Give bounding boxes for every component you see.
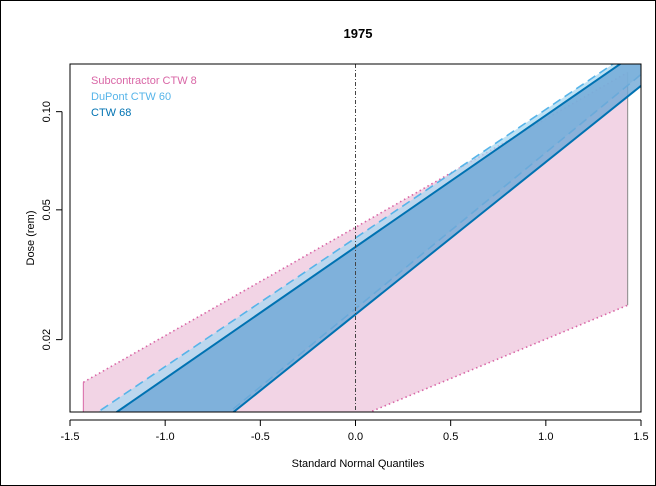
y-axis-label: Dose (rem) [25, 210, 37, 265]
chart-title: 1975 [344, 26, 373, 41]
legend: Subcontractor CTW 8 DuPont CTW 60 CTW 68 [91, 75, 197, 119]
legend-entry: DuPont CTW 60 [91, 91, 171, 103]
band-ctw-68 [108, 64, 641, 412]
x-tick-label: -1.0 [156, 431, 175, 443]
x-axis-label: Standard Normal Quantiles [292, 458, 425, 470]
y-tick-label: 0.05 [41, 199, 53, 220]
plot-area [69, 63, 642, 413]
x-tick-label: -0.5 [251, 431, 270, 443]
x-tick-label: -1.5 [61, 431, 80, 443]
legend-entry: CTW 68 [91, 107, 131, 119]
x-tick-label: 1.5 [633, 431, 648, 443]
x-axis: -1.5 -1.0 -0.5 0.0 0.5 1.0 1.5 [61, 419, 649, 443]
y-axis: 0.02 0.05 0.10 [41, 101, 63, 350]
upper-line-ctw-68 [115, 64, 622, 412]
x-tick-label: 0.0 [348, 431, 363, 443]
legend-entry: Subcontractor CTW 8 [91, 75, 197, 87]
x-tick-label: 1.0 [538, 431, 553, 443]
x-tick-label: 0.5 [443, 431, 458, 443]
y-tick-label: 0.10 [41, 101, 53, 122]
y-tick-label: 0.02 [41, 329, 53, 350]
bands-layer [82, 64, 641, 412]
lower-line-ctw-68 [232, 85, 641, 412]
